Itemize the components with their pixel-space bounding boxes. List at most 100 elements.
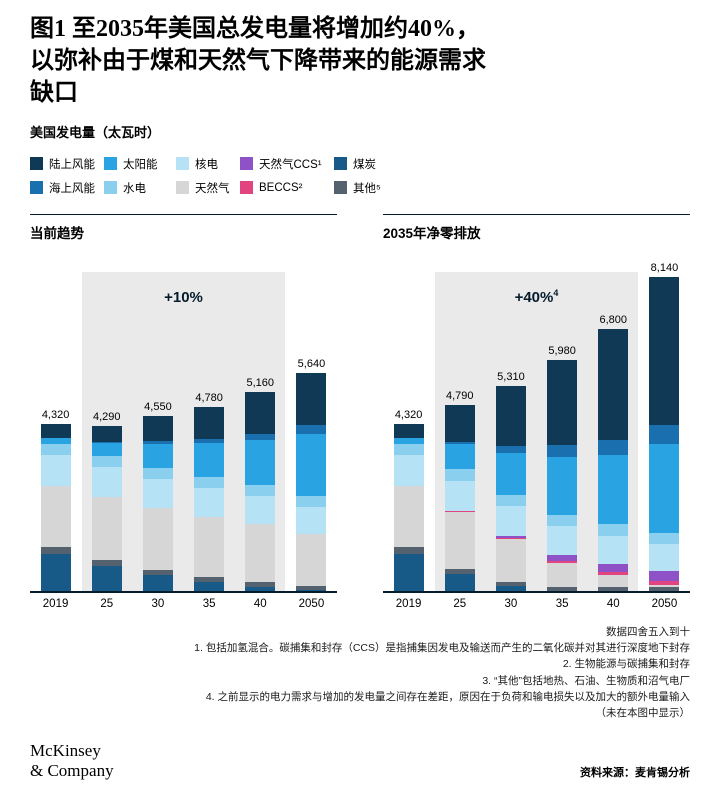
- bar-segment-hydro: [444, 469, 475, 481]
- x-axis-label: 2050: [298, 597, 325, 610]
- footnotes: 数据四舍五入到十 1. 包括加氢混合。碳捕集和封存（CCS）是指捕集因发电及输送而…: [30, 624, 690, 722]
- legend-swatch: [334, 181, 347, 195]
- stacked-bar: [91, 425, 122, 591]
- stacked-bar: [547, 360, 578, 591]
- bar-slot: 5,980: [537, 345, 588, 591]
- bar-segment-offshore-wind: [194, 438, 225, 444]
- bar-total-label: 4,320: [394, 409, 423, 422]
- bar-total-label: 4,790: [445, 390, 474, 403]
- bar-segment-nuclear: [393, 454, 424, 487]
- bar-segment-other: [393, 547, 424, 554]
- bar-segment-other: [495, 581, 526, 587]
- stacked-bar: [142, 415, 173, 591]
- bar-segment-onshore-wind: [495, 386, 526, 446]
- bar-segment-onshore-wind: [142, 415, 173, 442]
- bar-segment-coal: [444, 574, 475, 591]
- bar-segment-hydro: [142, 467, 173, 479]
- charts-row: 当前趋势 +10% 4,320 4,290 4,550 4,780 5,160 5,640…: [30, 213, 690, 610]
- bar-segment-offshore-wind: [495, 446, 526, 453]
- bar-segment-onshore-wind: [547, 360, 578, 446]
- bar-segment-gas: [245, 524, 276, 583]
- legend-item: 核电: [176, 156, 240, 172]
- legend-label: 海上风能: [49, 182, 95, 195]
- bar-segment-nuclear: [598, 535, 629, 565]
- bar-segment-beccs: [444, 510, 475, 512]
- bar-segment-beccs: [547, 561, 578, 564]
- figure-title-line3: 缺口: [30, 79, 78, 106]
- bar-segment-gas: [296, 533, 327, 586]
- bar-segment-hydro: [547, 514, 578, 527]
- legend-item: 其他⁵: [334, 180, 690, 196]
- bar-segment-offshore-wind: [296, 425, 327, 434]
- bar-segment-solar: [245, 440, 276, 485]
- stacked-bar: [393, 424, 424, 591]
- bar-segment-beccs: [649, 581, 680, 585]
- legend-label: BECCS²: [259, 181, 303, 194]
- x-axis-label: 25: [453, 597, 467, 610]
- stacked-bar: [40, 424, 71, 591]
- bar-segment-coal: [194, 581, 225, 591]
- bars-container: 4,320 4,790 5,310 5,980 6,800 8,140: [383, 248, 690, 591]
- bar-segment-onshore-wind: [296, 373, 327, 426]
- bar-total-label: 5,980: [548, 345, 576, 358]
- bar-segment-coal: [296, 589, 327, 591]
- bar-segment-other: [142, 569, 173, 576]
- bar-segment-gas-ccs: [649, 571, 680, 582]
- bar-segment-nuclear: [547, 526, 578, 556]
- stacked-bar: [444, 405, 475, 591]
- bar-total-label: 5,640: [297, 358, 326, 371]
- legend: 陆上风能 太阳能 核电 天然气CCS¹ 煤炭 海上风能 水电 天然气 BECCS² 其他⁵: [30, 156, 690, 196]
- bar-segment-onshore-wind: [393, 424, 424, 438]
- bar-segment-other: [547, 586, 578, 591]
- bar-segment-gas: [91, 496, 122, 561]
- growth-footnote-marker: 4: [553, 287, 559, 298]
- bar-segment-beccs: [495, 537, 526, 540]
- bar-segment-nuclear: [444, 480, 475, 511]
- bar-segment-gas: [40, 486, 71, 548]
- bar-segment-coal: [495, 586, 526, 591]
- bar-segment-onshore-wind: [91, 425, 122, 442]
- footnote: 3. “其他”包括地热、石油、生物质和沼气电厂: [482, 674, 690, 687]
- footnote: 1. 包括加氢混合。碳捕集和封存（CCS）是指捕集因发电及输送而产生的二氧化碳并…: [194, 641, 690, 654]
- bar-segment-gas-ccs: [598, 564, 629, 573]
- bar-slot: 4,290: [81, 411, 132, 591]
- legend-row: 陆上风能 太阳能 核电 天然气CCS¹ 煤炭: [30, 156, 690, 172]
- bar-segment-onshore-wind: [40, 424, 71, 438]
- bar-segment-onshore-wind: [598, 328, 629, 440]
- bar-total-label: 4,290: [92, 410, 121, 423]
- bar-segment-offshore-wind: [245, 434, 276, 441]
- bar-segment-solar: [444, 444, 475, 470]
- legend-swatch: [334, 157, 347, 171]
- chart-title-net-zero-2035: 2035年净零排放: [383, 213, 690, 242]
- figure-subtitle: 美国发电量（太瓦时）: [30, 124, 161, 140]
- bar-segment-hydro: [194, 476, 225, 488]
- legend-item: 海上风能: [30, 180, 104, 196]
- x-axis: 2019 25 30 35 40 2050: [30, 598, 337, 610]
- legend-swatch: [240, 181, 253, 195]
- bar-segment-gas-ccs: [495, 536, 526, 538]
- legend-item: 太阳能: [104, 156, 176, 172]
- legend-item: BECCS²: [240, 181, 334, 195]
- bar-slot: 4,320: [383, 409, 434, 591]
- footnote: 2. 生物能源与碳捕集和封存: [562, 658, 690, 671]
- stacked-bar: [245, 391, 276, 591]
- stacked-bar: [495, 386, 526, 591]
- bar-segment-other: [40, 547, 71, 554]
- x-axis-label: 2019: [395, 597, 422, 610]
- x-axis-label: 35: [202, 597, 216, 610]
- bar-segment-hydro: [296, 495, 327, 507]
- legend-swatch: [104, 181, 117, 195]
- bar-total-label: 5,310: [497, 371, 525, 384]
- legend-label: 其他⁵: [353, 182, 381, 195]
- x-axis-label: 40: [606, 597, 620, 610]
- bar-segment-other: [194, 576, 225, 582]
- bar-segment-hydro: [495, 495, 526, 507]
- bar-segment-coal: [40, 553, 71, 591]
- bar-segment-solar: [393, 437, 424, 444]
- bar-total-label: 4,550: [144, 400, 172, 413]
- bar-segment-hydro: [598, 524, 629, 536]
- x-axis-label: 30: [504, 597, 518, 610]
- footnote: 数据四舍五入到十: [606, 625, 690, 638]
- source-note: 资料来源：麦肯锡分析: [580, 767, 690, 780]
- bar-segment-gas: [194, 517, 225, 577]
